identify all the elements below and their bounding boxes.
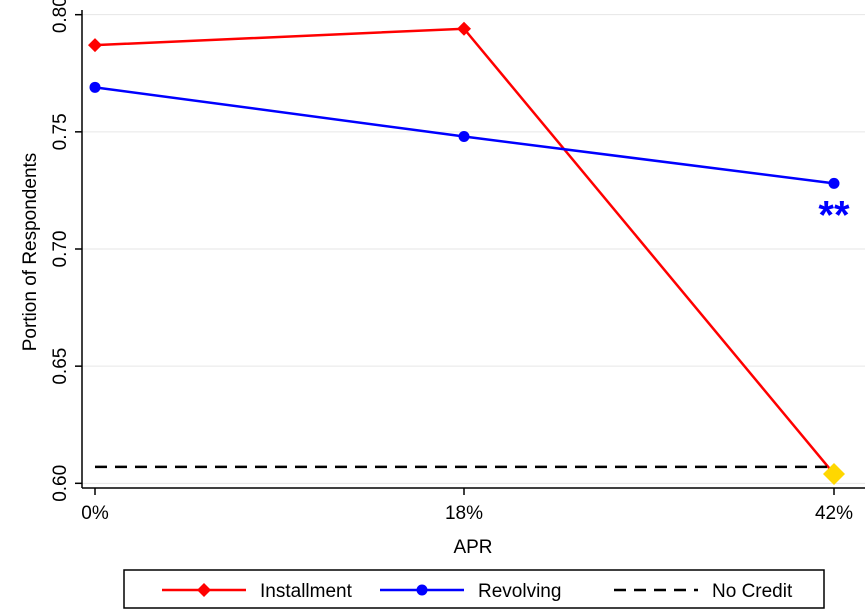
legend-label: Revolving	[478, 581, 561, 602]
x-tick-label: 18%	[445, 503, 483, 524]
legend-items: Installment Revolving No Credit	[162, 581, 793, 602]
revolving-point	[828, 177, 840, 189]
y-ticks: 0.60 0.65 0.70 0.75 0.80	[50, 0, 82, 502]
revolving-point	[89, 81, 101, 93]
x-tick-label: 42%	[815, 503, 853, 524]
y-tick-label: 0.70	[50, 231, 71, 268]
legend-marker	[197, 583, 211, 597]
y-tick-label: 0.60	[50, 465, 71, 502]
y-tick-label: 0.65	[50, 348, 71, 385]
x-tick-label: 0%	[81, 503, 109, 524]
x-ticks: 0% 18% 42%	[81, 488, 853, 524]
annotations: **	[818, 193, 850, 237]
gridlines	[82, 14, 865, 484]
series-layer	[88, 21, 845, 485]
legend-label: Installment	[260, 581, 353, 602]
installment-point	[457, 21, 471, 36]
y-tick-label: 0.80	[50, 0, 71, 33]
legend-label: No Credit	[712, 581, 793, 602]
installment-line	[94, 27, 835, 475]
legend: Installment Revolving No Credit	[123, 569, 825, 609]
installment-point	[823, 462, 845, 485]
y-axis-label: Portion of Respondents	[20, 153, 41, 352]
y-tick-label: 0.75	[50, 113, 71, 150]
legend-marker	[416, 584, 428, 596]
revolving-point	[458, 131, 470, 143]
significance-annotation: **	[818, 193, 850, 237]
installment-point	[88, 38, 102, 53]
x-axis-label: APR	[453, 537, 492, 558]
